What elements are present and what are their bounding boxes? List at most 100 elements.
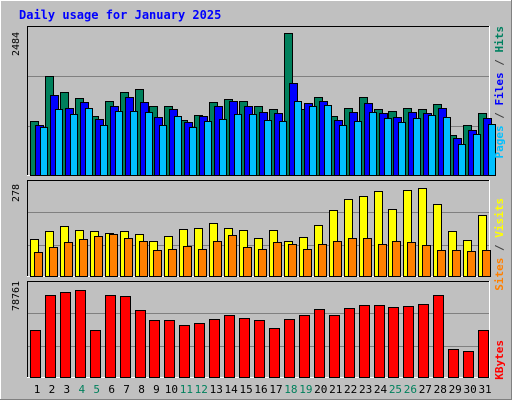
pages-bar-day-30 [473, 134, 481, 176]
sites-bar-day-22 [348, 238, 357, 277]
pages-bar-day-9 [159, 125, 167, 176]
kbytes-ymax-label: 78761 [11, 281, 22, 311]
day-label-8: 8 [138, 383, 145, 396]
kbytes-bar-day-11 [179, 325, 190, 378]
pages-bar-day-24 [384, 118, 392, 176]
pages-bar-day-18 [294, 101, 302, 176]
kbytes-bar-day-4 [75, 290, 86, 378]
kbytes-legend: KBytes [493, 340, 506, 380]
pages-bar-day-15 [249, 114, 257, 176]
day-label-5: 5 [93, 383, 100, 396]
sites-bar-day-10 [168, 249, 177, 277]
day-label-20: 20 [314, 383, 327, 396]
kbytes-bar-day-7 [120, 296, 131, 378]
kbytes-bar-day-30 [463, 351, 474, 378]
sites-bar-day-18 [288, 244, 297, 277]
day-label-21: 21 [329, 383, 342, 396]
pages-files-hits-panel [27, 26, 496, 176]
day-label-26: 26 [404, 383, 417, 396]
pages-files-hits-ymax-label: 2484 [11, 32, 22, 56]
pages-bar-day-28 [443, 117, 451, 176]
pages-bar-day-21 [339, 125, 347, 176]
sites-bar-day-23 [363, 238, 372, 277]
sites-bar-day-19 [303, 249, 312, 277]
day-label-11: 11 [180, 383, 193, 396]
day-label-28: 28 [434, 383, 447, 396]
legend-0-part-4: Hits [493, 26, 506, 53]
pages-bar-day-1 [40, 127, 48, 176]
day-label-13: 13 [210, 383, 223, 396]
legend-2-part-0: KBytes [493, 340, 506, 380]
sites-bar-day-21 [333, 241, 342, 277]
pages-bar-day-3 [70, 114, 78, 176]
kbytes-bar-day-25 [388, 307, 399, 378]
kbytes-panel [27, 281, 490, 378]
sites-bar-day-6 [109, 234, 118, 277]
day-label-29: 29 [449, 383, 462, 396]
pages-bar-day-27 [428, 115, 436, 176]
legend-1-part-0: Sites [493, 258, 506, 291]
kbytes-bar-day-18 [284, 319, 295, 378]
legend-1-part-2: Visits [493, 198, 506, 238]
sites-bar-day-3 [64, 242, 73, 277]
day-label-19: 19 [299, 383, 312, 396]
pages-bar-day-19 [309, 106, 317, 176]
day-label-16: 16 [254, 383, 267, 396]
legend-0-part-2: Files [493, 72, 506, 105]
sites-bar-day-16 [258, 249, 267, 277]
kbytes-bar-day-20 [314, 309, 325, 378]
day-label-1: 1 [34, 383, 41, 396]
pages-bar-day-16 [264, 120, 272, 176]
sites-bar-day-31 [482, 250, 491, 277]
day-label-6: 6 [108, 383, 115, 396]
legend-0-part-3: / [493, 53, 506, 73]
kbytes-bar-day-9 [149, 320, 160, 378]
day-label-27: 27 [419, 383, 432, 396]
day-label-15: 15 [239, 383, 252, 396]
chart-title: Daily usage for January 2025 [19, 8, 221, 22]
pages-bar-day-25 [398, 122, 406, 176]
kbytes-bar-day-5 [90, 330, 101, 378]
pages-files-hits-legend: Pages / Files / Hits [493, 26, 506, 159]
day-label-2: 2 [49, 383, 56, 396]
sites-bar-day-2 [49, 247, 58, 277]
sites-bar-day-4 [79, 239, 88, 277]
kbytes-bar-day-28 [433, 295, 444, 378]
pages-bar-day-11 [189, 127, 197, 176]
sites-bar-day-20 [318, 244, 327, 277]
pages-bar-day-5 [100, 125, 108, 176]
day-label-14: 14 [225, 383, 239, 396]
sites-bar-day-17 [273, 242, 282, 277]
pages-bar-day-2 [55, 109, 63, 176]
kbytes-bar-day-19 [299, 315, 310, 378]
pages-bar-day-22 [354, 121, 362, 176]
day-label-31: 31 [478, 383, 491, 396]
legend-0-part-1: / [493, 106, 506, 126]
kbytes-bar-day-6 [105, 295, 116, 378]
kbytes-bar-day-23 [359, 305, 370, 378]
pages-bar-day-13 [219, 119, 227, 176]
pages-bar-day-29 [458, 144, 466, 176]
kbytes-bar-day-3 [60, 292, 71, 378]
sites-visits-panel [27, 180, 491, 277]
day-axis-labels: 1 2 3 4 5 6 7 8 9 10 11 12 13 14 15 16 17 18 19 20 21 22 23 24 2… [34, 383, 492, 396]
sites-bar-day-7 [124, 238, 133, 277]
kbytes-bar-day-2 [45, 295, 56, 378]
pages-bar-day-6 [115, 111, 123, 176]
sites-bar-day-11 [183, 246, 192, 277]
kbytes-bar-day-1 [30, 330, 41, 378]
pages-bar-day-23 [369, 112, 377, 176]
day-label-23: 23 [359, 383, 372, 396]
sites-bar-day-28 [437, 250, 446, 277]
pages-bar-day-10 [174, 116, 182, 176]
kbytes-bar-day-21 [329, 315, 340, 378]
sites-bar-day-27 [422, 245, 431, 277]
pages-bar-day-17 [279, 121, 287, 176]
sites-visits-legend: Sites / Visits [493, 198, 506, 291]
sites-bar-day-5 [94, 236, 103, 277]
sites-bar-day-14 [228, 235, 237, 277]
pages-bar-day-31 [488, 124, 496, 176]
day-label-3: 3 [64, 383, 71, 396]
sites-visits-ymax-label: 278 [11, 184, 22, 202]
